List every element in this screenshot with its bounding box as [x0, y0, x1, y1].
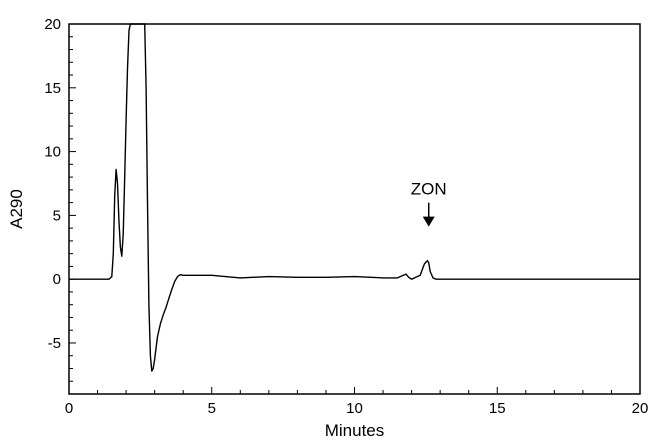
x-tick-label: 20 [632, 400, 649, 417]
x-tick-label: 0 [65, 400, 73, 417]
y-tick-label: 20 [44, 16, 61, 33]
x-axis-title: Minutes [325, 421, 385, 440]
annotations: ZON [411, 180, 447, 227]
annotation-arrow-head [422, 216, 435, 227]
y-tick-label: 10 [44, 144, 61, 161]
y-axis-title: A290 [7, 189, 26, 229]
y-tick-label: 0 [53, 271, 61, 288]
y-tick-label: 15 [44, 80, 61, 97]
y-tick-label: -5 [48, 335, 61, 352]
axis-ticks [68, 23, 641, 395]
x-tick-label: 10 [346, 400, 363, 417]
annotation-label: ZON [411, 180, 447, 199]
tick-labels: 0 5 10 15 20 -5 0 5 10 15 20 [44, 16, 648, 417]
plot-frame [68, 23, 641, 395]
series-line [69, 23, 640, 372]
y-tick-label: 5 [53, 207, 61, 224]
x-tick-label: 15 [489, 400, 506, 417]
x-tick-label: 5 [208, 400, 216, 417]
